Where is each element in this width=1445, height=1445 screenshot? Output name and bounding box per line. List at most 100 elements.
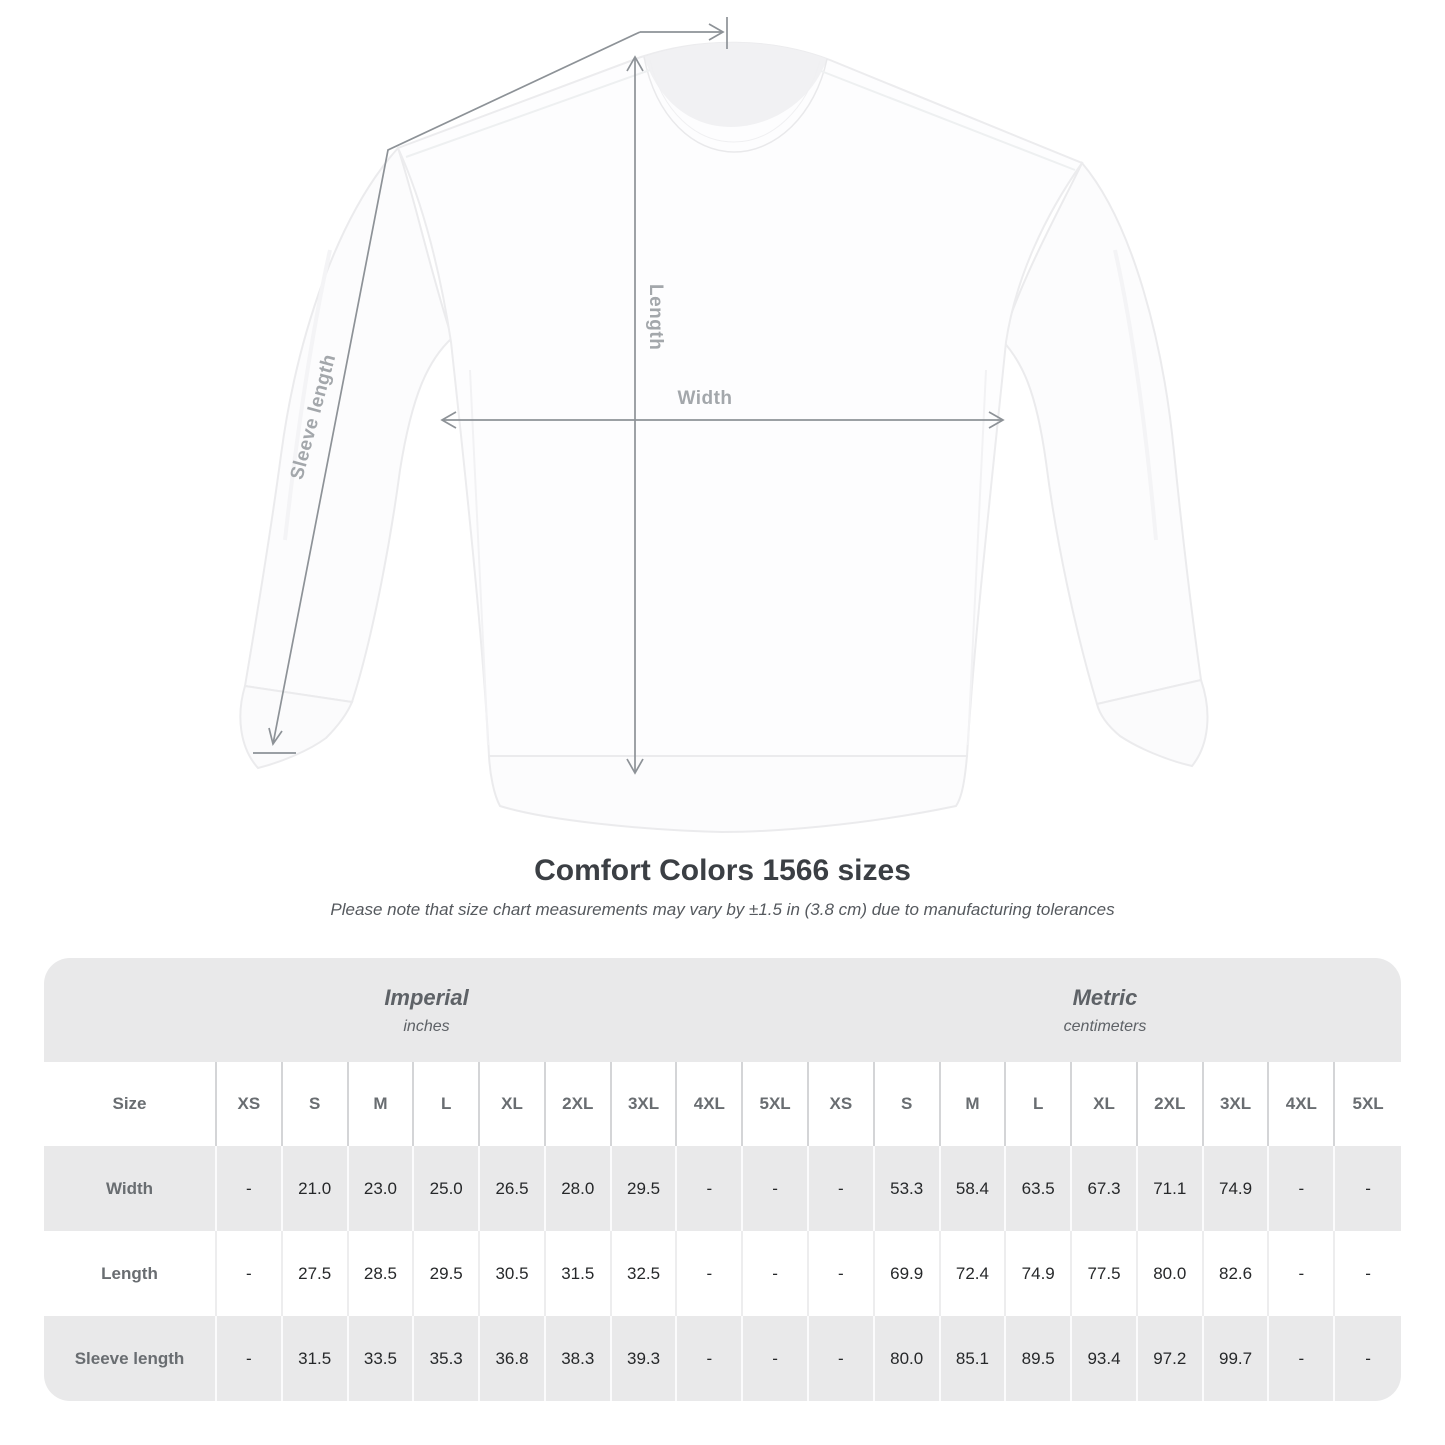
- measurement-value-cell: 21.0: [283, 1146, 349, 1231]
- size-header-cell: L: [1006, 1062, 1073, 1146]
- size-header-cell: 5XL: [743, 1062, 809, 1146]
- measurement-value-cell: -: [809, 1146, 875, 1231]
- measurement-value-cell: -: [677, 1146, 744, 1231]
- measurement-value-cell: 28.0: [546, 1146, 612, 1231]
- measurement-value-cell: 97.2: [1138, 1316, 1204, 1401]
- collar-opening: [644, 42, 827, 127]
- measurement-value-cell: 67.3: [1072, 1146, 1138, 1231]
- size-header-cell: S: [283, 1062, 349, 1146]
- measurement-value-cell: 80.0: [875, 1316, 941, 1401]
- measurement-value-cell: 53.3: [875, 1146, 941, 1231]
- left-shoulder-seam: [405, 69, 651, 158]
- measurement-row: Sleeve length -31.5 33.5 35.3 36.8 38.3 39.3- -…: [44, 1316, 1401, 1401]
- measurement-row: Width -21.0 23.0 25.0 26.5 28.0 29.5- - -53.3 58.…: [44, 1146, 1401, 1231]
- size-header-cell: 4XL: [1269, 1062, 1336, 1146]
- measurement-value-cell: -: [1269, 1231, 1336, 1316]
- measurement-value-cell: -: [217, 1231, 283, 1316]
- size-header-cell: 2XL: [546, 1062, 612, 1146]
- measurement-value-cell: 89.5: [1006, 1316, 1073, 1401]
- measurement-value-cell: -: [743, 1231, 809, 1316]
- right-sleeve-fold: [1113, 249, 1158, 541]
- size-chart-title: Comfort Colors 1566 sizes: [534, 854, 911, 887]
- measurement-value-cell: -: [677, 1231, 744, 1316]
- measurement-row-label: Sleeve length: [44, 1316, 217, 1401]
- measurement-value-cell: 63.5: [1006, 1146, 1073, 1231]
- left-sleeve: [243, 146, 454, 704]
- measurement-value-cell: 69.9: [875, 1231, 941, 1316]
- measurement-value-cell: -: [1365, 1178, 1371, 1198]
- measurement-value-cell: 80.0: [1138, 1231, 1204, 1316]
- size-chart-table: Imperial inches Metric centimeters Size …: [44, 958, 1401, 1401]
- measurement-value-cell: 39.3: [612, 1316, 678, 1401]
- measurement-value-cell: 72.4: [941, 1231, 1007, 1316]
- size-header-cell: 5XL: [1352, 1094, 1384, 1113]
- measurement-value-cell: 35.3: [414, 1316, 481, 1401]
- measurement-value-cell: -: [743, 1316, 809, 1401]
- length-measure-line: [626, 55, 644, 775]
- measurement-value-cell: 23.0: [349, 1146, 415, 1231]
- measurement-value-cell: 29.5: [414, 1231, 481, 1316]
- measurement-row: Length -27.5 28.5 29.5 30.5 31.5 32.5- - -69.9 72…: [44, 1231, 1401, 1316]
- unit-group-imperial-unit: inches: [403, 1017, 450, 1035]
- measurement-value-cell: -: [217, 1146, 283, 1231]
- left-cuff: [239, 684, 354, 770]
- size-header-row: Size XS S M L XL 2XL 3XL 4XL 5XL XS S M L XL 2XL 3XL 4XL…: [44, 1062, 1401, 1146]
- measurement-value-cell: -: [217, 1316, 283, 1401]
- size-header-cell: M: [349, 1062, 415, 1146]
- measurement-row-label: Length: [44, 1231, 217, 1316]
- waistband: [487, 755, 969, 834]
- unit-group-header-row: Imperial inches Metric centimeters: [44, 958, 1401, 1062]
- sweatshirt-illustration: [239, 41, 1209, 834]
- size-header-cell: XL: [1072, 1062, 1138, 1146]
- measurement-value-cell: 26.5: [480, 1146, 546, 1231]
- size-chart-tolerance-note: Please note that size chart measurements…: [330, 900, 1115, 919]
- unit-group-metric-unit: centimeters: [1063, 1017, 1147, 1035]
- measurement-value-cell: 27.5: [283, 1231, 349, 1316]
- width-measure-line: [440, 411, 1005, 429]
- measurement-value-cell: 58.4: [941, 1146, 1007, 1231]
- measurement-value-cell: -: [1269, 1146, 1336, 1231]
- size-table-body: Width -21.0 23.0 25.0 26.5 28.0 29.5- - -53.3 58.…: [44, 1146, 1401, 1401]
- unit-group-metric: Metric centimeters: [809, 958, 1401, 1062]
- measurement-value-cell: -: [1269, 1316, 1336, 1401]
- size-header-cell: XS: [217, 1062, 283, 1146]
- measurement-value-cell: 36.8: [480, 1316, 546, 1401]
- unit-group-metric-label: Metric: [1072, 984, 1138, 1010]
- measurement-value-cell: -: [743, 1146, 809, 1231]
- unit-group-imperial: Imperial inches: [44, 958, 809, 1062]
- size-header-cell: M: [941, 1062, 1007, 1146]
- measurement-value-cell: -: [809, 1316, 875, 1401]
- size-header-cell: 4XL: [677, 1062, 744, 1146]
- size-header-cell: S: [875, 1062, 941, 1146]
- measurement-value-cell: 31.5: [546, 1231, 612, 1316]
- left-body-fold: [469, 369, 489, 746]
- measurement-value-cell: 74.9: [1006, 1231, 1073, 1316]
- measurement-row-label: Width: [44, 1146, 217, 1231]
- measurement-value-cell: -: [677, 1316, 744, 1401]
- measurement-value-cell: 38.3: [546, 1316, 612, 1401]
- right-body-fold: [967, 369, 987, 746]
- size-header-cell: 2XL: [1138, 1062, 1204, 1146]
- size-header-cell: XL: [480, 1062, 546, 1146]
- measurement-value-cell: 77.5: [1072, 1231, 1138, 1316]
- right-cuff: [1095, 678, 1209, 768]
- size-header-cell: 3XL: [1204, 1062, 1270, 1146]
- measurement-value-cell: 30.5: [480, 1231, 546, 1316]
- unit-group-imperial-label: Imperial: [384, 984, 469, 1010]
- measurement-value-cell: 85.1: [941, 1316, 1007, 1401]
- measurement-value-cell: 74.9: [1204, 1146, 1270, 1231]
- measurement-value-cell: 29.5: [612, 1146, 678, 1231]
- collar-band: [643, 56, 828, 153]
- size-header-label: Size: [44, 1062, 217, 1146]
- measurement-value-cell: 33.5: [349, 1316, 415, 1401]
- measurement-value-cell: 71.1: [1138, 1146, 1204, 1231]
- sleeve-length-measure-line: [253, 17, 728, 754]
- measurement-value-cell: -: [1365, 1348, 1371, 1368]
- size-header-cell: XS: [809, 1062, 875, 1146]
- measurement-value-cell: 31.5: [283, 1316, 349, 1401]
- body-panel: [396, 41, 1084, 757]
- measurement-value-cell: 28.5: [349, 1231, 415, 1316]
- left-sleeve-fold: [283, 249, 332, 541]
